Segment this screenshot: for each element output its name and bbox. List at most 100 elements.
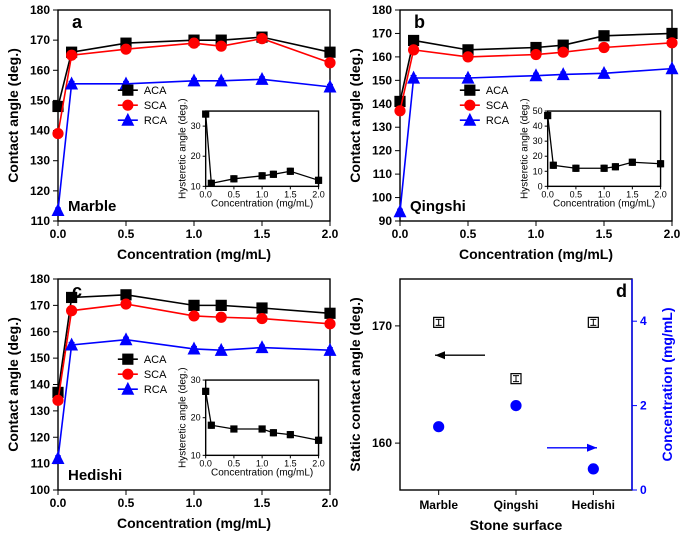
svg-text:Qingshi: Qingshi [410,198,466,215]
svg-text:Hysteretic angle (deg.): Hysteretic angle (deg.) [178,367,189,468]
svg-text:180: 180 [30,3,50,17]
svg-text:ACA: ACA [144,354,167,366]
svg-text:120: 120 [30,184,50,198]
svg-text:20: 20 [191,413,201,423]
svg-text:0.0: 0.0 [50,496,67,510]
svg-text:170: 170 [372,319,392,333]
svg-text:SCA: SCA [144,100,167,112]
svg-text:110: 110 [31,214,51,228]
panel-b: 0.00.51.01.52.09010011012013014015016017… [342,0,684,269]
svg-text:110: 110 [31,457,51,471]
panel-a: 0.0 0.5 1.0 1.5 2.0 110 120 130 140 150 160 170 180 C… [0,0,342,269]
svg-text:Contact angle (deg.): Contact angle (deg.) [5,48,21,183]
svg-text:1.5: 1.5 [254,496,271,510]
svg-text:1.0: 1.0 [186,227,203,241]
svg-text:2: 2 [640,399,647,413]
svg-text:Hysteretic angle (deg.): Hysteretic angle (deg.) [178,98,189,199]
svg-text:0.5: 0.5 [118,227,135,241]
svg-text:2.0: 2.0 [654,189,667,199]
svg-text:150: 150 [372,73,392,87]
svg-text:2.0: 2.0 [312,189,325,199]
svg-text:110: 110 [373,167,393,181]
svg-text:0: 0 [538,181,543,191]
svg-text:SCA: SCA [144,369,167,381]
svg-text:170: 170 [30,33,50,47]
svg-text:0.0: 0.0 [50,227,67,241]
svg-text:2.0: 2.0 [322,227,339,241]
svg-text:120: 120 [30,430,50,444]
svg-text:0.5: 0.5 [118,496,135,510]
figure: 0.0 0.5 1.0 1.5 2.0 110 120 130 140 150 160 170 180 C… [0,0,685,539]
svg-text:Concentration (mg/mL): Concentration (mg/mL) [117,515,271,531]
svg-text:Concentration (mg/mL): Concentration (mg/mL) [211,198,313,209]
svg-text:RCA: RCA [144,115,168,127]
svg-text:0.0: 0.0 [392,227,409,241]
svg-text:Hysteretic angle (deg.): Hysteretic angle (deg.) [520,98,531,199]
svg-text:50: 50 [533,106,543,116]
svg-text:20: 20 [191,151,201,161]
svg-text:Hedishi: Hedishi [68,467,122,484]
svg-text:Hedishi: Hedishi [572,498,615,512]
svg-text:1.0: 1.0 [528,227,545,241]
svg-text:160: 160 [30,63,50,77]
svg-text:100: 100 [30,483,50,497]
svg-text:160: 160 [30,325,50,339]
svg-text:170: 170 [372,26,392,40]
svg-text:Contact angle (deg.): Contact angle (deg.) [347,48,363,183]
svg-text:b: b [414,12,425,32]
svg-text:1.0: 1.0 [186,496,203,510]
svg-text:c: c [72,281,82,301]
svg-text:Marble: Marble [68,198,116,215]
svg-text:Contact angle (deg.): Contact angle (deg.) [5,317,21,452]
svg-text:180: 180 [30,272,50,286]
svg-text:1.5: 1.5 [254,227,271,241]
svg-text:30: 30 [533,136,543,146]
svg-text:180: 180 [372,3,392,17]
svg-text:2.0: 2.0 [312,458,325,468]
svg-text:Concentration (mg/mL): Concentration (mg/mL) [553,198,655,209]
svg-text:130: 130 [30,404,50,418]
svg-text:a: a [72,12,83,32]
svg-text:10: 10 [191,181,201,191]
svg-text:130: 130 [30,154,50,168]
svg-text:140: 140 [30,124,50,138]
svg-text:RCA: RCA [144,384,168,396]
svg-text:d: d [616,281,627,301]
svg-text:2.0: 2.0 [664,227,681,241]
svg-text:160: 160 [372,50,392,64]
svg-text:RCA: RCA [486,115,510,127]
svg-text:30: 30 [191,375,201,385]
svg-text:90: 90 [379,214,393,228]
svg-text:10: 10 [191,450,201,460]
svg-text:4: 4 [640,314,647,328]
svg-text:140: 140 [30,378,50,392]
svg-text:Qingshi: Qingshi [494,498,539,512]
svg-text:Marble: Marble [419,498,458,512]
panel-c: 0.0 0.5 1.0 1.5 2.0 100 110 120 130 140 150 160 170 1… [0,269,342,538]
svg-text:30: 30 [191,121,201,131]
svg-text:170: 170 [30,298,50,312]
svg-text:SCA: SCA [486,100,509,112]
svg-text:Static contact angle (deg.): Static contact angle (deg.) [347,297,363,471]
svg-text:150: 150 [30,93,50,107]
svg-text:Concentration (mg/mL): Concentration (mg/mL) [659,308,675,462]
svg-text:2.0: 2.0 [322,496,339,510]
svg-text:Concentration (mg/mL): Concentration (mg/mL) [459,246,613,262]
svg-text:Concentration (mg/mL): Concentration (mg/mL) [117,246,271,262]
svg-text:Stone surface: Stone surface [470,517,563,533]
svg-text:0: 0 [640,483,647,497]
svg-text:100: 100 [372,191,392,205]
svg-text:20: 20 [533,151,543,161]
svg-text:130: 130 [372,120,392,134]
svg-text:140: 140 [372,97,392,111]
svg-text:0.5: 0.5 [460,227,477,241]
panel-d: Marble Qingshi Hedishi Stone surface 160 170 S… [342,269,684,538]
svg-text:120: 120 [372,144,392,158]
svg-text:10: 10 [533,166,543,176]
svg-text:1.5: 1.5 [596,227,613,241]
svg-text:ACA: ACA [144,85,167,97]
svg-text:160: 160 [372,436,392,450]
svg-text:ACA: ACA [486,85,509,97]
svg-text:150: 150 [30,351,50,365]
svg-text:Concentration (mg/mL): Concentration (mg/mL) [211,467,313,478]
